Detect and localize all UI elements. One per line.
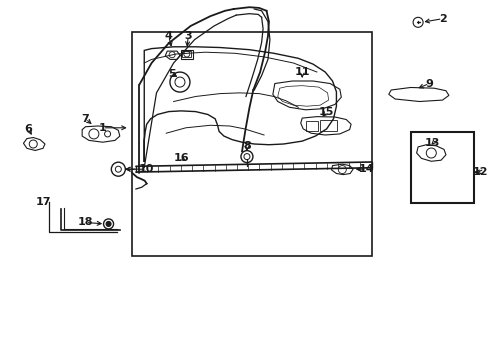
Text: 14: 14	[358, 164, 374, 174]
Text: 5: 5	[168, 69, 176, 79]
Bar	[182, 51, 191, 57]
Text: 11: 11	[294, 67, 309, 77]
Text: 12: 12	[471, 167, 487, 177]
Bar	[320, 120, 337, 131]
Text: 16: 16	[174, 153, 189, 163]
Text: 3: 3	[184, 31, 192, 41]
Bar	[181, 50, 193, 59]
Text: 7: 7	[81, 114, 89, 124]
Text: 6: 6	[24, 124, 32, 134]
Circle shape	[106, 221, 111, 226]
Text: 15: 15	[318, 107, 334, 117]
Text: 4: 4	[164, 31, 172, 41]
Text: 18: 18	[78, 217, 93, 228]
Bar	[410, 132, 473, 203]
Text: 1: 1	[99, 123, 106, 133]
Text: 10: 10	[139, 164, 154, 174]
Text: 9: 9	[425, 78, 432, 89]
Bar	[305, 121, 317, 131]
Text: 8: 8	[243, 141, 250, 151]
Text: 2: 2	[438, 14, 446, 24]
Text: 17: 17	[35, 197, 51, 207]
Bar	[132, 32, 371, 256]
Text: 13: 13	[424, 138, 440, 148]
